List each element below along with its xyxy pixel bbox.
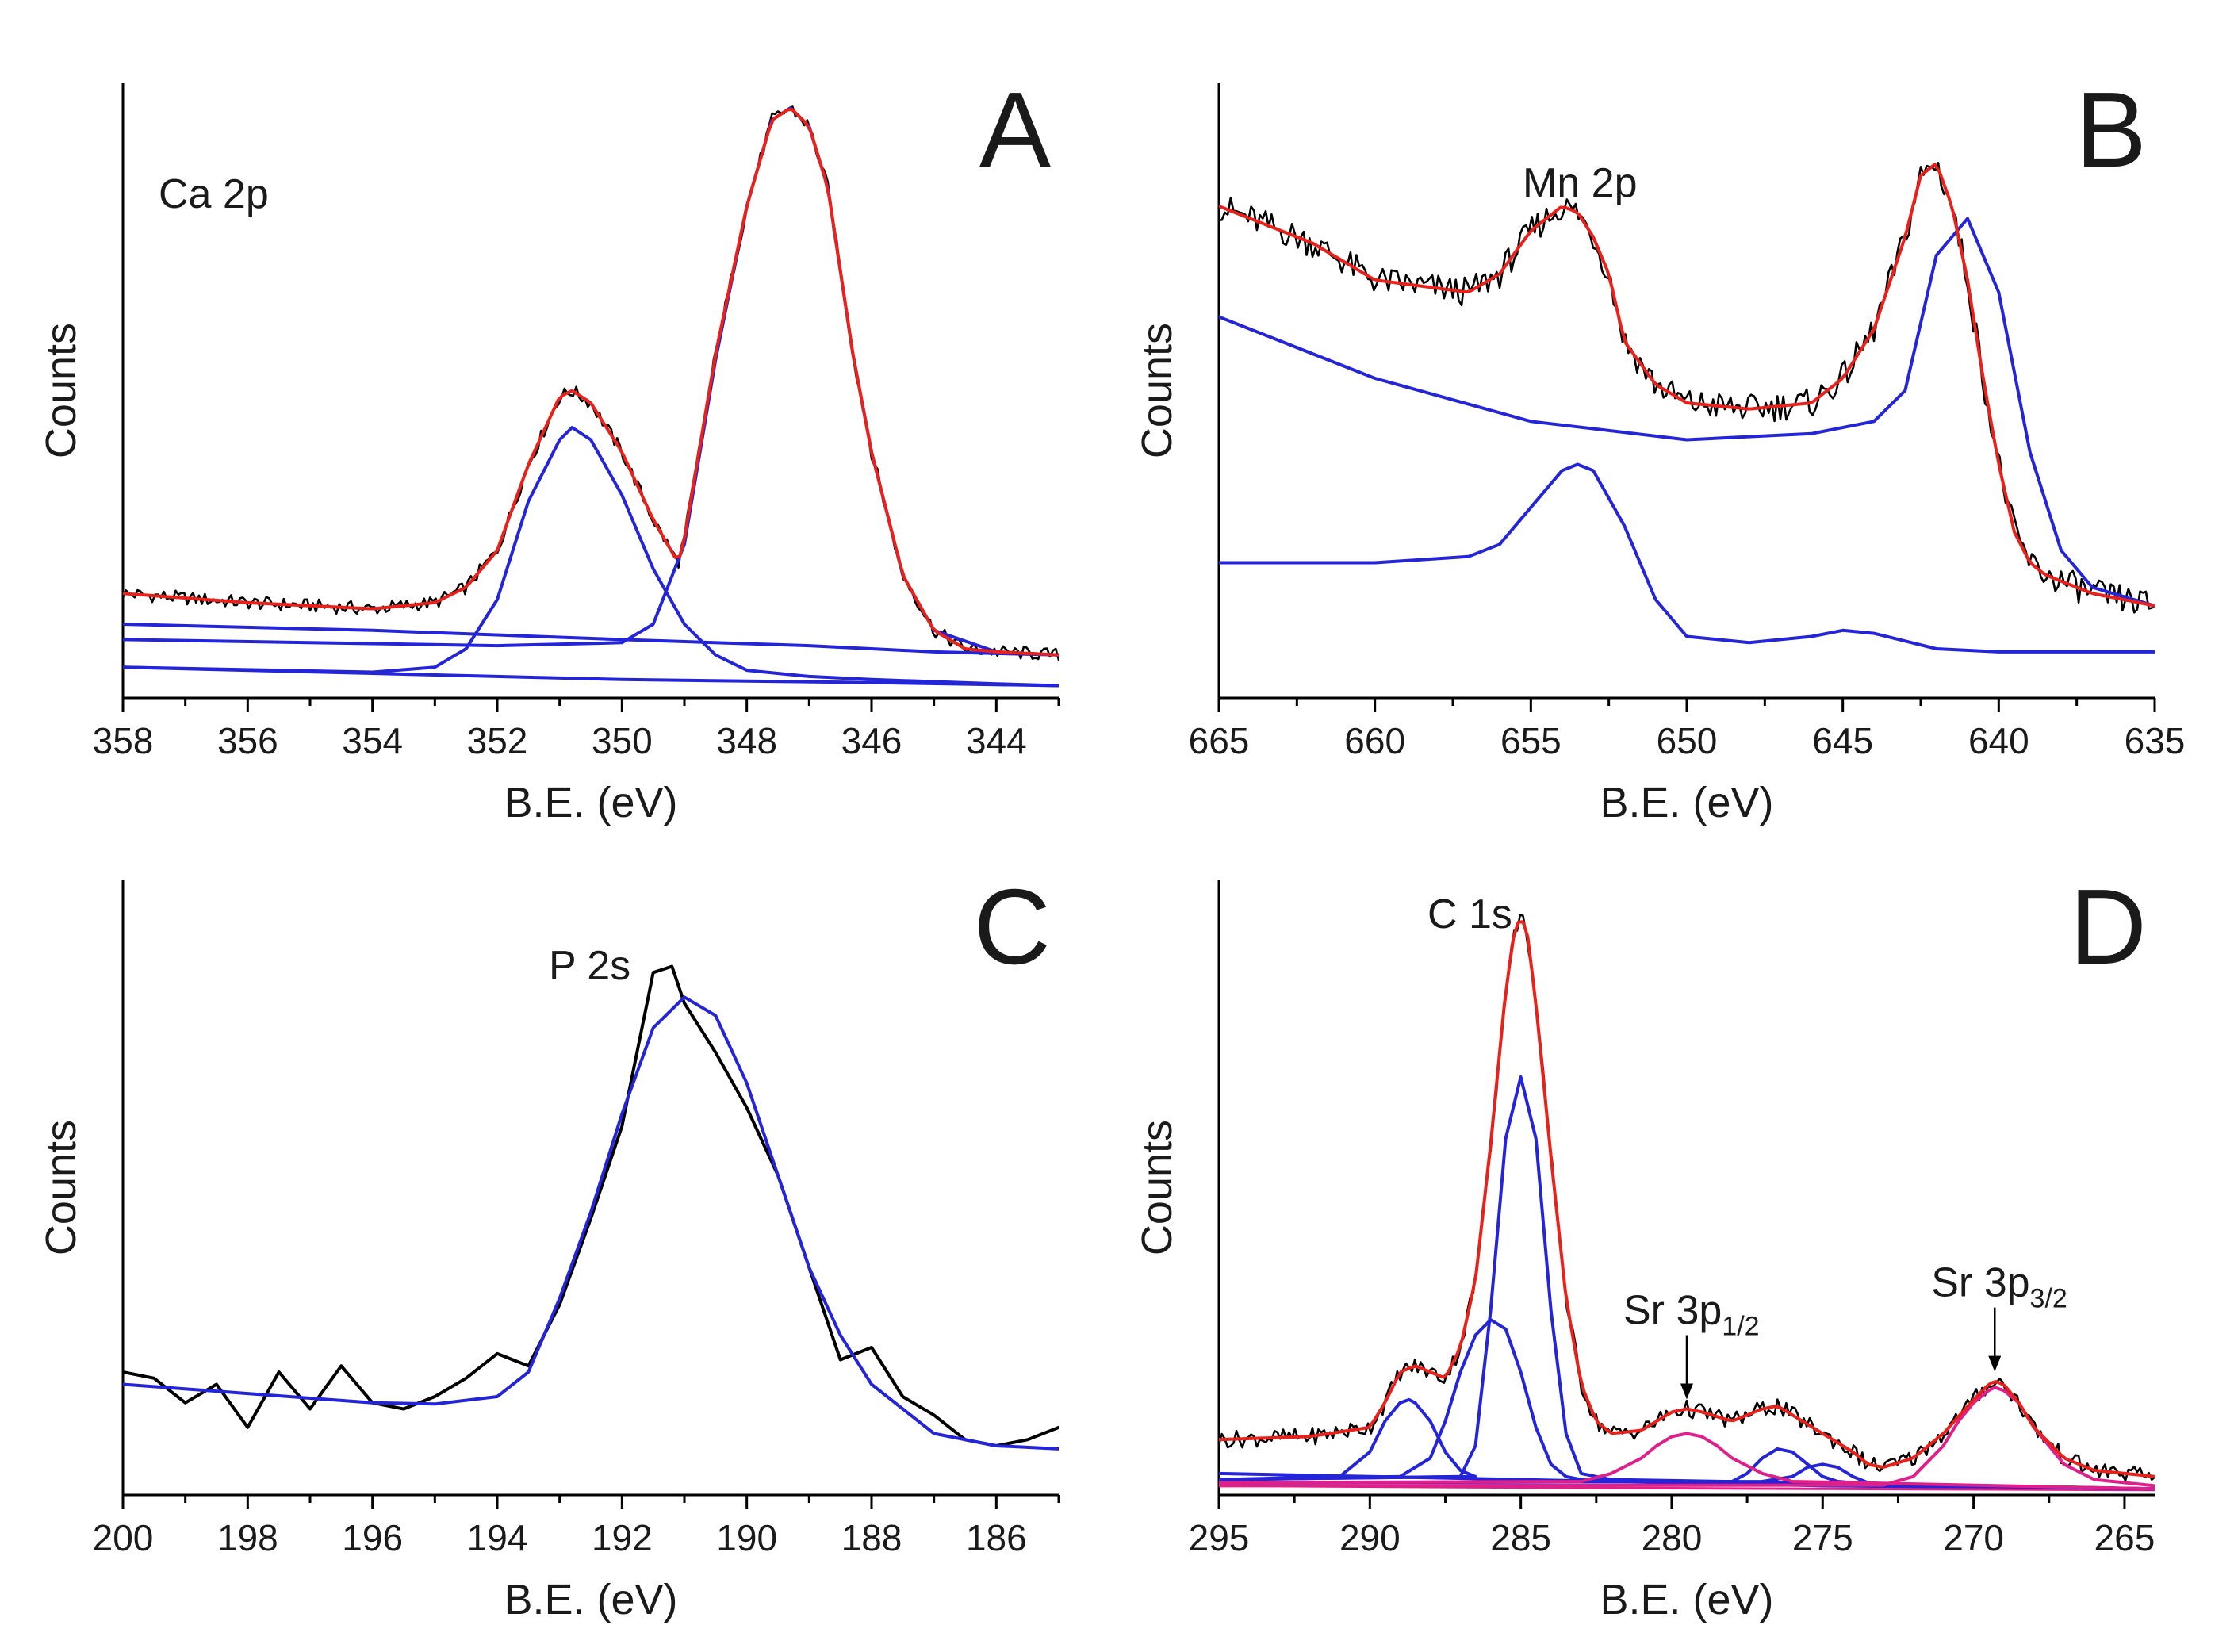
series-fit (123, 995, 1059, 1451)
peak-label-text: Sr 3p3/2 (1931, 1260, 2067, 1314)
x-tick-label: 348 (716, 720, 777, 761)
panel-label: D (2070, 867, 2148, 987)
series-background-1 (123, 623, 1059, 657)
x-tick-label: 645 (1812, 720, 1873, 761)
series-envelope (1219, 920, 2155, 1478)
x-tick-label: 665 (1189, 720, 1250, 761)
x-axis-title: B.E. (eV) (504, 779, 677, 826)
x-tick-label: 295 (1189, 1517, 1250, 1558)
peak-label: Sr 3p3/2 (1931, 1260, 2067, 1372)
x-tick-label: 275 (1792, 1517, 1853, 1558)
x-tick-label: 350 (592, 720, 653, 761)
series-data (1219, 914, 2155, 1482)
y-axis-title: Counts (1133, 1120, 1181, 1255)
series-baseline-curve (1219, 217, 2155, 608)
panel-b: 665 660 655 650 645 640 635 B.E. (eV) Counts B Mn … (1133, 70, 2185, 826)
traces (123, 964, 1059, 1451)
x-tick-label: 635 (2125, 720, 2186, 761)
series-sr3p3-2 (1219, 1386, 2155, 1488)
series-c-o-c-o (1219, 1397, 1477, 1481)
spectrum-annotation: Mn 2p (1523, 160, 1638, 206)
x-tick-label: 354 (342, 720, 403, 761)
series-residual-component (1219, 462, 2155, 654)
x-tick-label: 358 (93, 720, 154, 761)
x-tick-label: 200 (93, 1517, 154, 1558)
x-tick-label: 270 (1943, 1517, 2004, 1558)
x-tick-label: 186 (966, 1517, 1027, 1558)
x-tick-label: 346 (841, 720, 902, 761)
x-tick-label: 194 (467, 1517, 528, 1558)
x-tick-label: 188 (841, 1517, 902, 1558)
series-data (123, 964, 1059, 1447)
x-axis-title: B.E. (eV) (1600, 779, 1773, 826)
x-tick-label: 660 (1344, 720, 1405, 761)
x-tick-label: 285 (1490, 1517, 1551, 1558)
x-tick-label: 190 (716, 1517, 777, 1558)
traces (123, 105, 1059, 688)
series-envelope (1219, 163, 2155, 608)
panel-a: 358 356 354 352 350 348 346 344 B.E. (eV) Counts A… (37, 70, 1060, 826)
spectrum-annotation: Ca 2p (159, 171, 269, 217)
series-envelope (123, 107, 1059, 657)
y-axis-title: Counts (37, 1120, 85, 1255)
panel-c: 200 198 196 194 192 190 188 186 B.E. (eV) Counts C… (37, 867, 1060, 1623)
x-tick-label: 352 (467, 720, 528, 761)
series-c1s-main (1219, 1075, 2155, 1491)
traces (1219, 162, 2155, 654)
traces (1219, 914, 2155, 1492)
arrow-head-icon (1988, 1355, 2002, 1372)
series-peak-1 (123, 426, 1059, 688)
y-axis-title: Counts (37, 323, 85, 458)
x-axis-title: B.E. (eV) (504, 1576, 677, 1623)
x-tick-label: 356 (217, 720, 278, 761)
spectrum-annotation: P 2s (549, 943, 630, 989)
x-tick-label: 655 (1500, 720, 1562, 761)
series-sr3p1-2 (1219, 1432, 2155, 1491)
x-tick-label: 192 (592, 1517, 653, 1558)
panel-label: C (974, 867, 1052, 987)
x-tick-label: 196 (342, 1517, 403, 1558)
x-tick-label: 280 (1642, 1517, 1703, 1558)
x-tick-label: 640 (1968, 720, 2029, 761)
x-axis-title: B.E. (eV) (1600, 1576, 1773, 1623)
spectrum-annotation: C 1s (1427, 891, 1512, 937)
x-tick-label: 198 (217, 1517, 278, 1558)
peak-label: Sr 3p1/2 (1623, 1288, 1760, 1400)
arrow-head-icon (1680, 1383, 1693, 1400)
panel-label: A (979, 70, 1051, 190)
x-tick-label: 290 (1339, 1517, 1401, 1558)
x-tick-label: 650 (1657, 720, 1718, 761)
x-tick-label: 344 (966, 720, 1027, 761)
panel-label: B (2075, 70, 2147, 190)
panel-d: 295 290 285 280 275 270 265 B.E. (eV) Counts D C 1… (1133, 867, 2155, 1623)
series-data (1219, 162, 2155, 614)
y-axis-title: Counts (1133, 323, 1181, 458)
series-c1s-shoulder (1219, 1318, 2155, 1491)
peak-label-text: Sr 3p1/2 (1623, 1288, 1760, 1342)
x-tick-label: 265 (2094, 1517, 2155, 1558)
